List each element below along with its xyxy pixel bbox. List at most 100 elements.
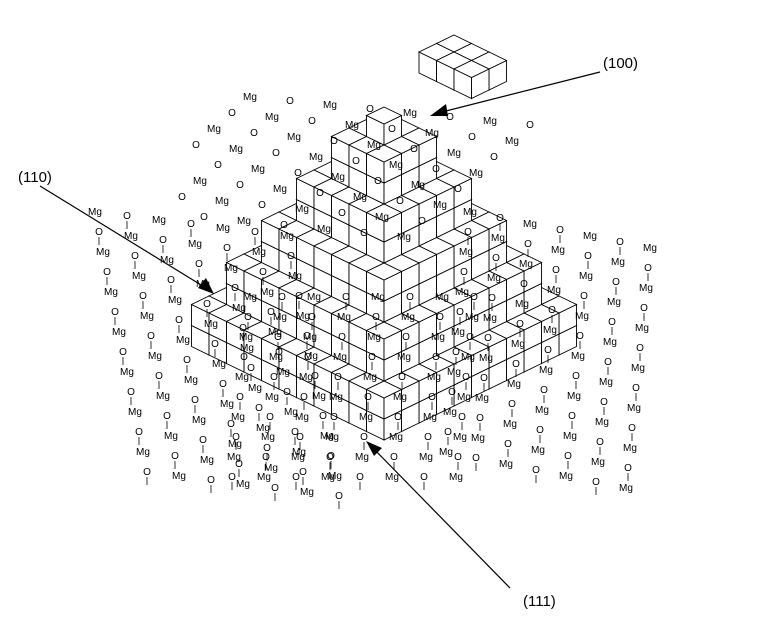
mg-atom: Mg [312,391,326,402]
o-atom: O [223,243,231,254]
o-atom: O [211,339,219,350]
o-atom: O [159,235,167,246]
o-atom: O [192,140,200,151]
o-atom: O [335,491,343,502]
mg-atom: Mg [300,487,314,498]
mg-atom: Mg [276,367,290,378]
o-atom: O [292,472,300,483]
o-atom: O [296,432,304,443]
o-atom: O [572,371,580,382]
mg-atom: Mg [461,352,475,363]
o-atom: O [640,303,648,314]
mg-atom: Mg [471,433,485,444]
mg-atom: Mg [453,432,467,443]
mg-atom: Mg [184,375,198,386]
o-atom: O [342,292,350,303]
mg-atom: Mg [164,431,178,442]
o-atom: O [608,317,616,328]
o-atom: O [556,225,564,236]
o-atom: O [199,435,207,446]
o-atom: O [250,128,258,139]
o-atom: O [492,253,500,264]
o-atom: O [291,427,299,438]
o-atom: O [178,192,186,203]
o-atom: O [200,212,208,223]
cube [365,106,403,146]
o-atom: O [167,275,175,286]
mg-atom: Mg [88,207,102,218]
mg-atom: Mg [465,312,479,323]
mg-atom: Mg [232,303,246,314]
o-atom: O [227,419,235,430]
o-atom: O [127,387,135,398]
o-atom: O [468,132,476,143]
cube-top-face [452,59,491,79]
leader-line-110 [39,185,207,289]
o-atom: O [402,332,410,343]
mg-atom: Mg [459,247,473,258]
mg-atom: Mg [457,392,471,403]
o-atom: O [446,112,454,123]
mg-atom: Mg [188,239,202,250]
o-atom: O [255,403,263,414]
mg-atom: Mg [224,263,238,274]
o-atom: O [294,168,302,179]
mg-atom: Mg [499,459,513,470]
o-atom: O [488,293,496,304]
o-atom: O [388,124,396,135]
o-atom: O [171,451,179,462]
o-atom: O [644,263,652,274]
mg-atom: Mg [299,372,313,383]
o-atom: O [374,176,382,187]
mg-atom: Mg [295,412,309,423]
o-atom: O [267,307,275,318]
o-atom: O [119,347,127,358]
leader-line-100 [437,71,601,114]
o-atom: O [304,352,312,363]
mg-atom: Mg [220,399,234,410]
mg-atom: Mg [519,259,533,270]
mg-atom: Mg [345,120,359,131]
o-atom: O [466,332,474,343]
mg-atom: Mg [571,351,585,362]
mg-atom: Mg [160,255,174,266]
mg-atom: Mg [132,271,146,282]
o-atom: O [520,279,528,290]
mg-atom: Mg [323,100,337,111]
mg-atom: Mg [531,445,545,456]
mg-atom: Mg [227,452,241,463]
mg-atom: Mg [591,457,605,468]
mg-atom: Mg [431,332,445,343]
o-atom: O [420,472,428,483]
mg-atom: Mg [229,144,243,155]
mg-atom: Mg [284,407,298,418]
o-atom: O [600,397,608,408]
mg-atom: Mg [353,192,367,203]
o-atom: O [454,452,462,463]
o-atom: O [432,352,440,363]
mg-atom: Mg [309,152,323,163]
mg-atom: Mg [543,325,557,336]
cube [365,203,403,243]
o-atom: O [490,152,498,163]
o-atom: O [424,432,432,443]
mg-atom: Mg [371,292,385,303]
mg-atom: Mg [575,311,589,322]
mg-atom: Mg [303,332,317,343]
mg-atom: Mg [168,295,182,306]
o-atom: O [540,385,548,396]
mg-atom: Mg [128,407,142,418]
mg-atom: Mg [639,283,653,294]
mg-atom: Mg [328,471,342,482]
o-atom: O [628,423,636,434]
mg-atom: Mg [215,196,229,207]
mg-atom: Mg [236,479,250,490]
o-atom: O [496,213,504,224]
o-atom: O [135,427,143,438]
o-atom: O [274,332,282,343]
o-atom: O [480,373,488,384]
mg-atom: Mg [288,271,302,282]
o-atom: O [103,267,111,278]
o-atom: O [232,432,240,443]
mg-atom: Mg [595,417,609,428]
